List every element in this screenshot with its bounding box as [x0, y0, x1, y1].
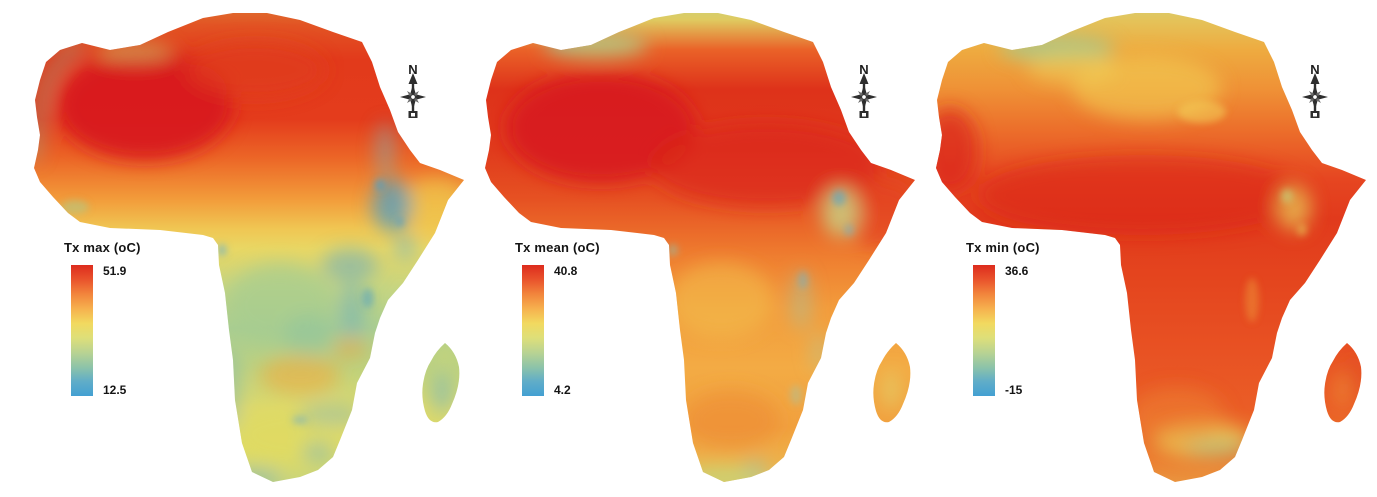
- legend-tx-min: Tx min (oC) 36.6 -15: [966, 240, 1096, 396]
- legend-min-value: 4.2: [554, 383, 571, 397]
- legend-tx-mean: Tx mean (oC) 40.8 4.2: [515, 240, 645, 396]
- north-label: N: [1310, 62, 1319, 77]
- north-arrow-icon: [1300, 71, 1330, 120]
- legend-min-value: -15: [1005, 383, 1023, 397]
- legend-title: Tx min (oC): [966, 240, 1040, 255]
- legend-max-value: 36.6: [1005, 264, 1029, 278]
- legend-title: Tx mean (oC): [515, 240, 600, 255]
- legend-title: Tx max (oC): [64, 240, 141, 255]
- legend-colorbar: [973, 265, 995, 396]
- legend-colorbar: [71, 265, 93, 396]
- legend-colorbar: [522, 265, 544, 396]
- north-arrow-icon: [398, 71, 428, 120]
- legend-min-value: 12.5: [103, 383, 127, 397]
- legend-max-value: 51.9: [103, 264, 127, 278]
- north-arrow-icon: [849, 71, 879, 120]
- north-label: N: [408, 62, 417, 77]
- legend-tx-max: Tx max (oC) 51.9 12.5: [64, 240, 194, 396]
- legend-max-value: 40.8: [554, 264, 578, 278]
- north-label: N: [859, 62, 868, 77]
